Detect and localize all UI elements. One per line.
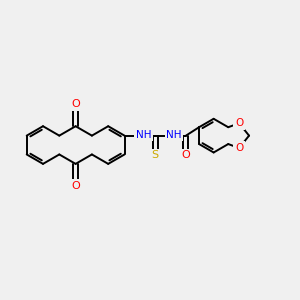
Text: O: O (235, 118, 243, 128)
Text: O: O (71, 99, 80, 110)
Text: NH: NH (136, 130, 151, 140)
Text: O: O (71, 181, 80, 191)
Text: O: O (182, 150, 190, 161)
Text: S: S (152, 150, 159, 161)
Text: O: O (235, 143, 243, 153)
Text: NH: NH (166, 130, 182, 140)
